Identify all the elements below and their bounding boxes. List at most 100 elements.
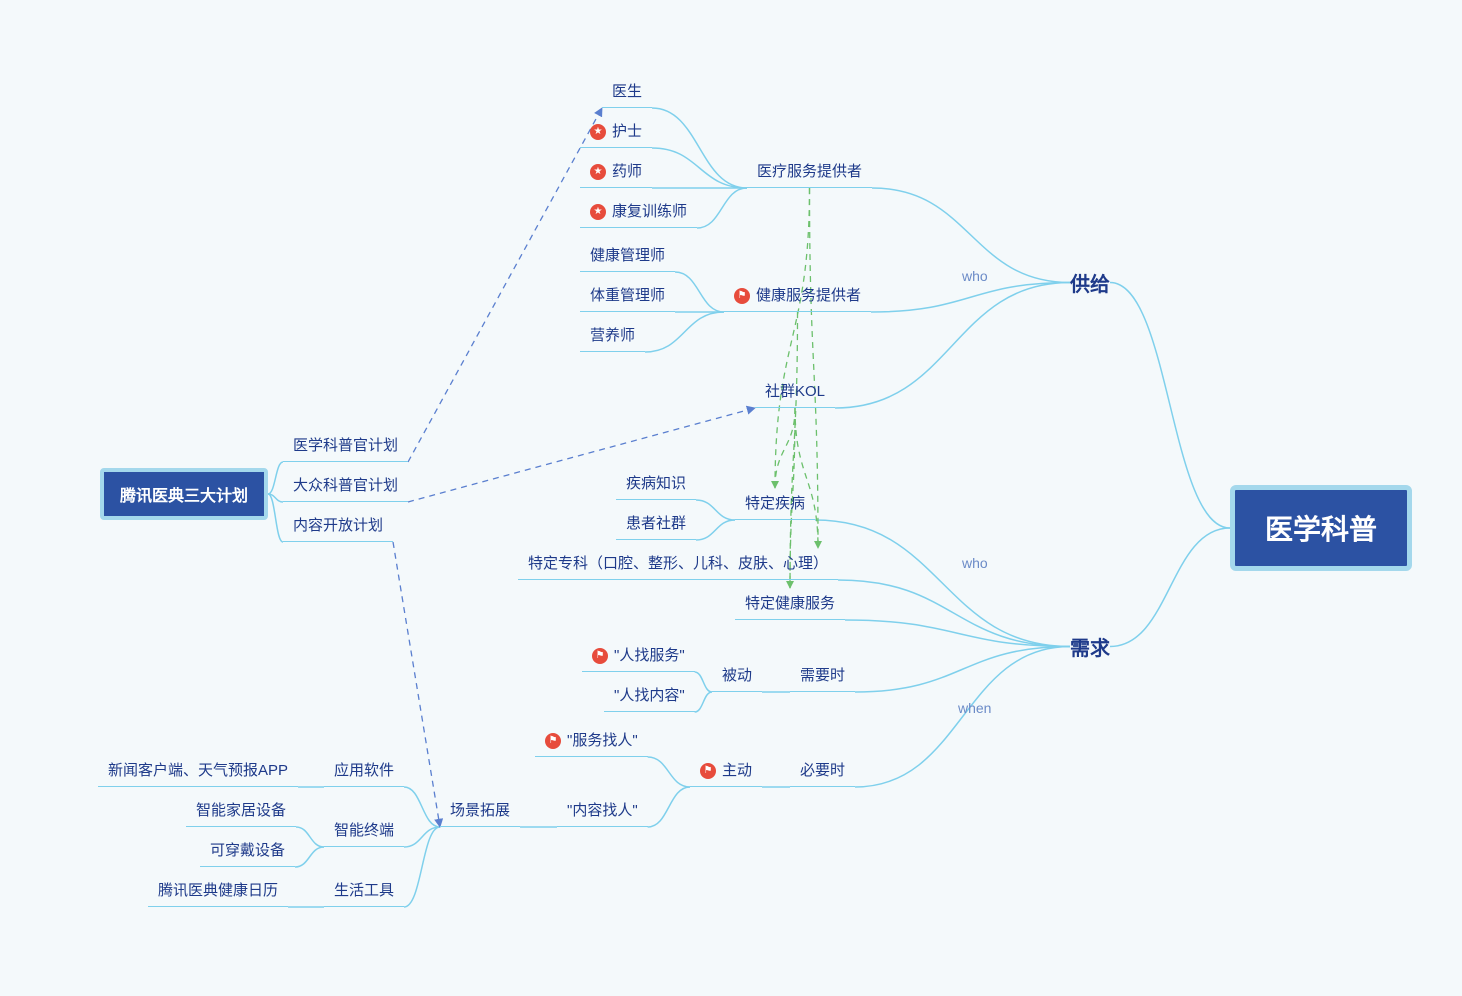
connector	[696, 500, 735, 520]
node-medprov: 医疗服务提供者	[747, 156, 872, 188]
node-pfc: "人找内容"	[604, 680, 695, 712]
node-kol: 社群KOL	[755, 376, 835, 408]
connector	[648, 757, 690, 787]
node-label: 疾病知识	[626, 475, 686, 492]
connector	[871, 283, 1070, 313]
flag-icon: ⚑	[734, 288, 750, 304]
connector	[855, 647, 1070, 788]
node-rehab: ★康复训练师	[580, 196, 697, 228]
node-passive: 被动	[712, 660, 762, 692]
node-label: 特定疾病	[745, 495, 805, 512]
node-label: "内容找人"	[567, 802, 638, 819]
connector	[697, 188, 747, 228]
node-specialty: 特定专科（口腔、整形、儿科、皮肤、心理）	[518, 548, 838, 580]
node-calendar: 腾讯医典健康日历	[148, 875, 288, 907]
star-icon: ★	[590, 124, 606, 140]
node-label: 健康服务提供者	[756, 287, 861, 304]
node-dknow: 疾病知识	[616, 468, 696, 500]
node-label: 护士	[612, 123, 642, 140]
node-scene: 场景拓展	[440, 795, 520, 827]
node-label: 应用软件	[334, 762, 394, 779]
connector	[1110, 283, 1230, 529]
node-wmgr: 体重管理师	[580, 280, 675, 312]
connector	[268, 462, 283, 494]
demand-node: 需求	[1070, 632, 1110, 661]
node-pcomm: 患者社群	[616, 508, 696, 540]
node-label: 内容开放计划	[293, 517, 383, 534]
connector	[1110, 528, 1230, 647]
node-label: 体重管理师	[590, 287, 665, 304]
node-label: 大众科普官计划	[293, 477, 398, 494]
connector	[295, 847, 324, 867]
node-doctor: 医生	[602, 76, 652, 108]
node-label: 主动	[722, 762, 752, 779]
connector	[645, 312, 724, 352]
link-label-who2: who	[962, 555, 988, 571]
node-label: 药师	[612, 163, 642, 180]
dashed-connector	[775, 188, 810, 488]
node-hservice: 特定健康服务	[735, 588, 845, 620]
node-lifetool: 生活工具	[324, 875, 404, 907]
root-node: 医学科普	[1230, 485, 1412, 571]
connector	[296, 827, 324, 847]
node-label: 健康管理师	[590, 247, 665, 264]
node-plan1: 医学科普官计划	[283, 430, 408, 462]
connector	[648, 787, 690, 827]
node-label: 患者社群	[626, 515, 686, 532]
node-appsoft: 应用软件	[324, 755, 404, 787]
node-label: 可穿戴设备	[210, 842, 285, 859]
node-label: 智能家居设备	[196, 802, 286, 819]
connector	[652, 108, 747, 188]
node-label: "服务找人"	[567, 732, 638, 749]
node-nurse: ★ 护士	[580, 116, 652, 148]
connector	[696, 520, 735, 540]
node-label: 被动	[722, 667, 752, 684]
node-label: 腾讯医典健康日历	[158, 882, 278, 899]
node-label: 社群KOL	[765, 383, 825, 400]
node-label: 特定专科（口腔、整形、儿科、皮肤、心理）	[528, 555, 828, 572]
dashed-connector	[790, 312, 798, 588]
dashed-connector	[408, 408, 755, 502]
node-news: 新闻客户端、天气预报APP	[98, 755, 298, 787]
connector	[695, 672, 712, 692]
node-label: 需要时	[800, 667, 845, 684]
node-pfs: ⚑ "人找服务"	[582, 640, 695, 672]
node-label: 智能终端	[334, 822, 394, 839]
node-hmgr: 健康管理师	[580, 240, 675, 272]
node-label: 生活工具	[334, 882, 394, 899]
node-label: 营养师	[590, 327, 635, 344]
connector	[675, 272, 724, 312]
node-spdisease: 特定疾病	[735, 488, 815, 520]
connector	[404, 827, 440, 907]
link-label-when: when	[958, 700, 991, 716]
node-wearable: 可穿戴设备	[200, 835, 295, 867]
dashed-connector	[795, 408, 818, 548]
node-label: "人找内容"	[614, 687, 685, 704]
node-plan3: 内容开放计划	[283, 510, 393, 542]
node-smartterm: 智能终端	[324, 815, 404, 847]
plans-box: 腾讯医典三大计划	[100, 468, 268, 520]
connector	[815, 520, 1070, 647]
flag-icon: ⚑	[700, 763, 716, 779]
flag-icon: ⚑	[545, 733, 561, 749]
node-label: 新闻客户端、天气预报APP	[108, 762, 288, 779]
node-nutr: 营养师	[580, 320, 645, 352]
connector	[652, 148, 747, 188]
link-label-who1: who	[962, 268, 988, 284]
node-healthprov: ⚑ 健康服务提供者	[724, 280, 871, 312]
node-active: ⚑ 主动	[690, 755, 762, 787]
connector	[838, 580, 1070, 647]
node-pharm: ★药师	[580, 156, 652, 188]
node-label: "人找服务"	[614, 647, 685, 664]
node-necessary: 必要时	[790, 755, 855, 787]
node-label: 医学科普官计划	[293, 437, 398, 454]
node-cfp: "内容找人"	[557, 795, 648, 827]
node-label: 医疗服务提供者	[757, 163, 862, 180]
supply-node: 供给	[1070, 268, 1110, 297]
node-sfp: ⚑ "服务找人"	[535, 725, 648, 757]
node-smarthome: 智能家居设备	[186, 795, 296, 827]
node-label: 特定健康服务	[745, 595, 835, 612]
connector	[855, 647, 1070, 693]
flag-icon: ⚑	[592, 648, 608, 664]
node-label: 医生	[612, 83, 642, 100]
